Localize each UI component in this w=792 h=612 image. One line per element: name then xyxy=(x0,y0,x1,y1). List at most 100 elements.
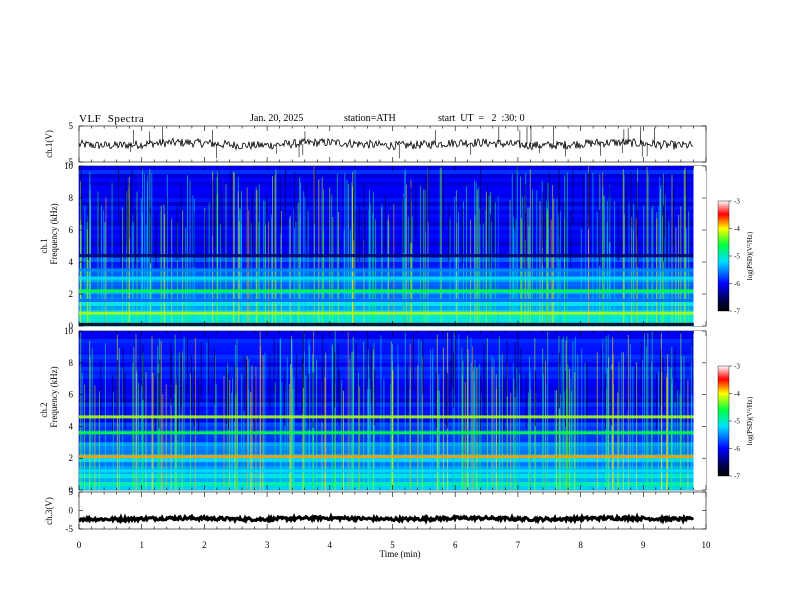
spectrogram-gap xyxy=(374,369,376,426)
spectrogram-streak xyxy=(274,382,276,490)
spectrogram-row xyxy=(79,362,694,368)
spectrogram-streak xyxy=(189,180,191,326)
spectrogram-band xyxy=(79,415,694,419)
spectrogram-row xyxy=(79,374,694,380)
spectrogram-streak xyxy=(234,394,236,490)
colorbar-tick-label: -6 xyxy=(734,445,740,453)
spectrogram-streak xyxy=(216,177,218,326)
x-tick-label: 1 xyxy=(139,540,144,550)
spectrogram-streak xyxy=(671,347,673,490)
spectrogram-streak xyxy=(474,360,476,490)
spectrogram-row xyxy=(79,286,694,291)
spectrogram-streak xyxy=(476,189,478,326)
spectrogram-streak xyxy=(237,190,239,326)
spectrogram-streak xyxy=(683,355,685,490)
x-tick-label: 4 xyxy=(328,540,333,550)
spectrogram-row xyxy=(79,214,694,219)
spectrogram-streak xyxy=(369,389,371,490)
spectrogram-row xyxy=(79,486,694,491)
spectrogram-row xyxy=(79,182,694,187)
spectrogram-gap xyxy=(483,343,485,400)
spectrogram-streak xyxy=(166,175,168,326)
spectrogram-streak xyxy=(556,198,558,326)
ch2-colorbar-ticks: -3 -4 -5 -6 -7 xyxy=(729,363,740,481)
spectrogram-streak xyxy=(307,210,309,326)
spectrogram-gap xyxy=(154,376,156,432)
spectrogram-row xyxy=(79,478,694,483)
spectrogram-row xyxy=(79,234,694,239)
spectrogram-row xyxy=(79,246,694,251)
spectrogram-streak xyxy=(684,167,686,326)
spectrogram-streak xyxy=(187,175,188,326)
spectrogram-gap xyxy=(406,365,408,421)
spectrogram-gap xyxy=(127,199,129,256)
y-tick-label: 0 xyxy=(69,506,74,516)
spectrogram-streak xyxy=(482,223,484,326)
spectrogram-streak xyxy=(659,177,661,326)
spectrogram-streak xyxy=(302,364,304,490)
spectrogram-streak xyxy=(274,174,276,326)
spectrogram-streak xyxy=(344,172,346,326)
spectrogram-gap xyxy=(666,211,668,268)
spectrogram-gap xyxy=(131,169,133,226)
spectrogram-streak xyxy=(215,383,217,490)
colorbar-tick-label: -7 xyxy=(734,308,740,316)
spectrogram-streak xyxy=(183,336,185,490)
spectrogram-gap xyxy=(122,347,124,403)
spectrogram-streak xyxy=(175,384,177,490)
spectrogram-streak xyxy=(132,362,134,490)
spectrogram-streak xyxy=(687,379,689,490)
spectrogram-streak xyxy=(621,352,623,490)
spectrogram-streak xyxy=(292,368,294,490)
spectrogram-streak xyxy=(456,222,458,326)
spectrogram-gap xyxy=(308,373,310,430)
spectrogram-streak xyxy=(427,167,429,326)
spectrogram-gap xyxy=(254,376,256,432)
station-label: station=ATH xyxy=(344,113,396,124)
spectrogram-gap xyxy=(80,169,82,225)
spectrogram-streak xyxy=(512,362,514,490)
spectrogram-streak xyxy=(404,170,406,326)
ch1-spectrogram-ylabel: Frequency (kHz) xyxy=(49,203,59,264)
spectrogram-streak xyxy=(449,218,451,326)
spectrogram-streak xyxy=(91,348,93,490)
spectrogram-streak xyxy=(510,392,512,490)
spectrogram-streak xyxy=(644,333,645,490)
spectrogram-gap xyxy=(273,337,275,394)
spectrogram-streak xyxy=(681,357,682,490)
spectrogram-row xyxy=(79,202,694,207)
spectrogram-streak xyxy=(89,190,91,326)
spectrogram-gap xyxy=(611,369,613,426)
spectrogram-streak xyxy=(429,349,431,490)
spectrogram-gap xyxy=(534,370,536,426)
spectrogram-streak xyxy=(479,208,481,326)
spectrogram-streak xyxy=(232,171,234,326)
spectrogram-gap xyxy=(617,204,619,261)
spectrogram-streak xyxy=(680,206,682,326)
spectrogram-streak xyxy=(407,217,409,326)
spectrogram-gap xyxy=(230,171,232,228)
spectrogram-streak xyxy=(581,348,583,490)
spectrogram-gap xyxy=(158,373,160,429)
spectrogram-streak xyxy=(372,349,374,490)
spectrogram-gap xyxy=(599,209,601,266)
y-tick-label: 2 xyxy=(69,289,74,299)
spectrogram-streak xyxy=(250,392,252,490)
spectrogram-streak xyxy=(561,339,563,490)
spectrogram-gap xyxy=(221,190,223,247)
spectrogram-row xyxy=(79,210,694,215)
spectrogram-streak xyxy=(539,201,541,326)
spectrogram-gap xyxy=(193,210,195,267)
spectrogram-gap xyxy=(129,181,131,238)
spectrogram-gap xyxy=(193,370,195,426)
spectrogram-streak xyxy=(480,394,482,490)
ch1-spectrogram-panel xyxy=(78,165,707,327)
y-tick-label: 10 xyxy=(64,326,74,336)
spectrogram-streak xyxy=(303,191,305,326)
spectrogram-gap xyxy=(177,376,178,433)
spectrogram-streak xyxy=(170,383,172,490)
spectrogram-streak xyxy=(520,218,522,326)
spectrogram-streak xyxy=(529,169,531,326)
spectrogram-streak xyxy=(112,391,114,490)
spectrogram-streak xyxy=(472,371,474,490)
